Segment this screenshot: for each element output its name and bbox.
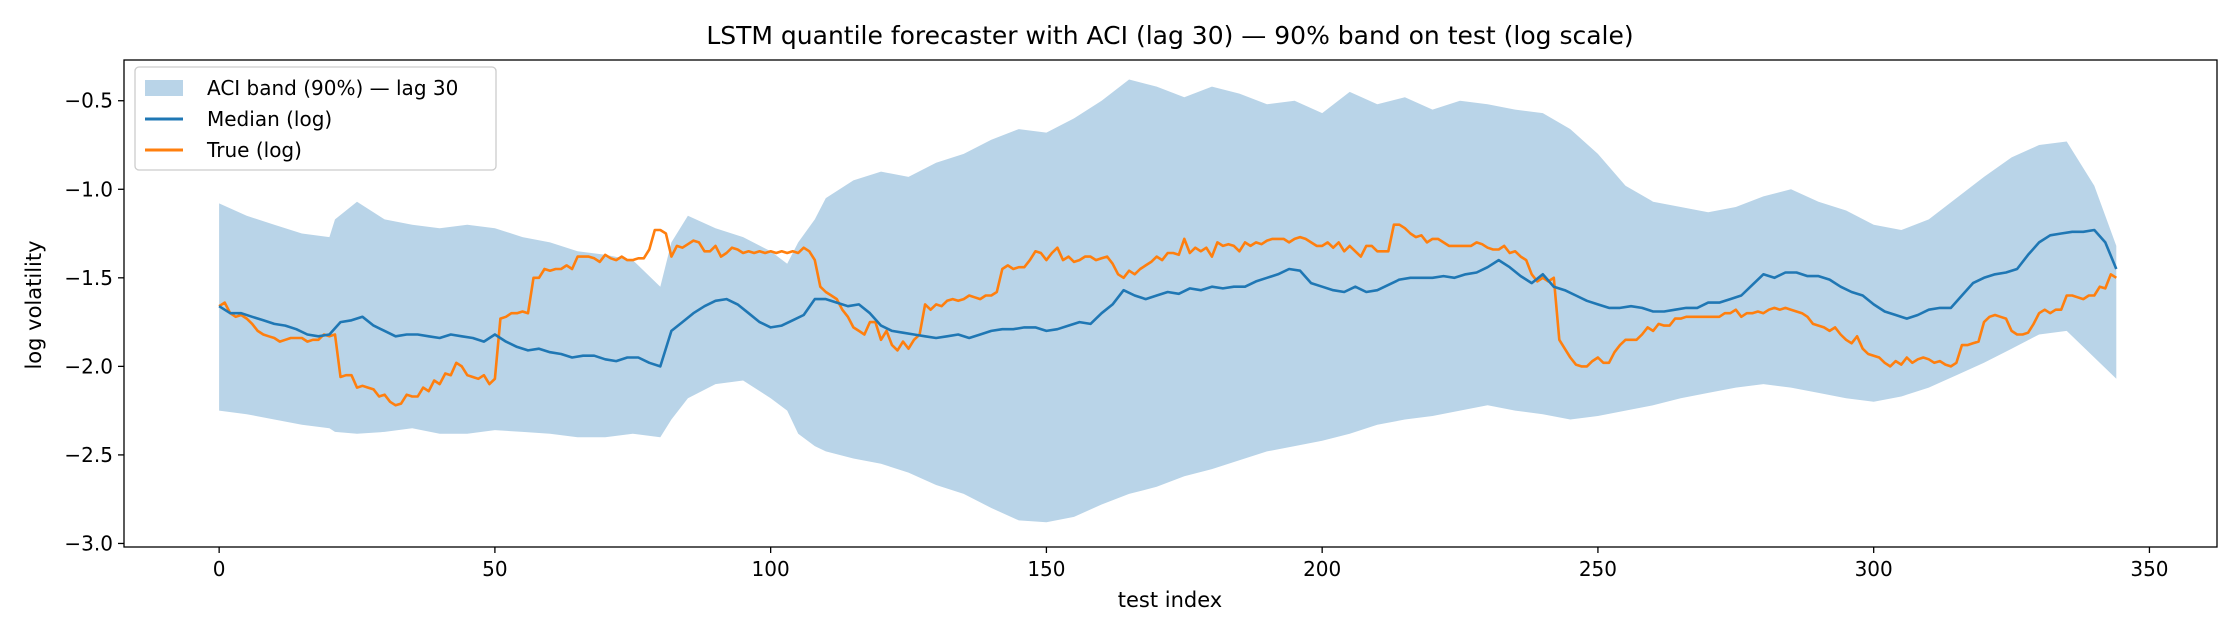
legend-swatch-band [145, 80, 183, 96]
x-tick-label: 150 [1027, 557, 1065, 581]
aci-band-area [219, 79, 2117, 523]
x-tick-label: 350 [2130, 557, 2168, 581]
legend-label-true: True (log) [206, 138, 302, 162]
y-tick-label: −2.0 [64, 354, 113, 378]
legend: ACI band (90%) — lag 30 Median (log) Tru… [134, 66, 497, 171]
x-tick-label: 0 [213, 557, 226, 581]
x-tick-label: 200 [1303, 557, 1341, 581]
x-tick-label: 50 [482, 557, 507, 581]
y-tick-label: −1.5 [64, 266, 113, 290]
y-tick-label: −1.0 [64, 177, 113, 201]
y-tick-label: −0.5 [64, 89, 113, 113]
x-axis-label: test index [1118, 588, 1222, 612]
axes-frame [123, 59, 2218, 548]
y-axis-label: log volatility [22, 240, 46, 369]
plot-area [218, 79, 2118, 523]
x-tick-label: 300 [1855, 557, 1893, 581]
x-tick-label: 250 [1579, 557, 1617, 581]
median-log-line [218, 228, 2118, 368]
legend-label-band: ACI band (90%) — lag 30 [207, 76, 458, 100]
x-tick-label: 100 [752, 557, 790, 581]
legend-frame [134, 66, 497, 171]
true-log-line [218, 223, 2117, 407]
y-tick-label: −2.5 [64, 443, 113, 467]
y-tick-label: −3.0 [64, 531, 113, 555]
axes: 0 50 100 150 200 250 300 350 −3.0 −2.5 −2.0 −1.5 −1.… [64, 59, 2218, 581]
chart-title: LSTM quantile forecaster with ACI (lag 3… [706, 21, 1633, 50]
legend-label-median: Median (log) [207, 107, 332, 131]
